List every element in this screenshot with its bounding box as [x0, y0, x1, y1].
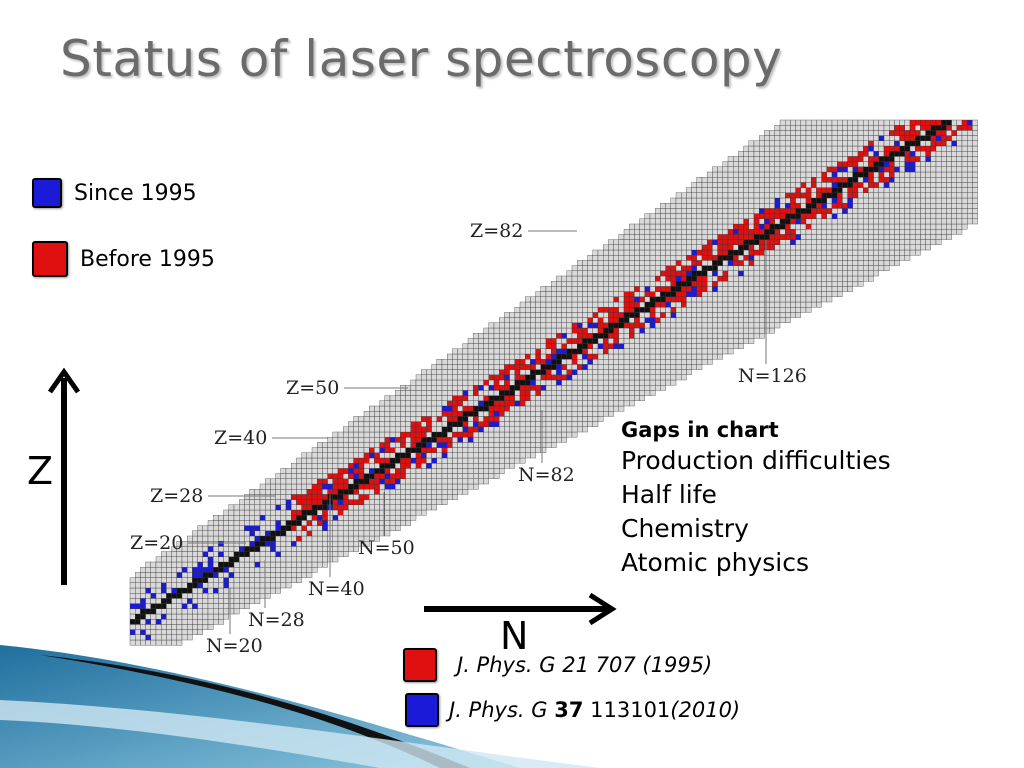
reference-2010: J. Phys. G 37 113101(2010)	[405, 693, 740, 727]
z-axis-label: Z	[27, 449, 54, 493]
legend-label: Before 1995	[80, 246, 215, 272]
legend-before-1995: Before 1995	[32, 241, 215, 277]
reference-1995: J. Phys. G 21 707 (1995)	[403, 648, 712, 682]
red-swatch	[32, 241, 68, 277]
legend-label: Since 1995	[74, 180, 197, 206]
gaps-list: Gaps in chart Production difficulties Ha…	[621, 418, 891, 580]
slide-title: Status of laser spectroscopy	[60, 30, 783, 88]
z-axis-arrow	[47, 367, 81, 585]
ref-year: (2010)	[670, 698, 741, 722]
gap-item: Chemistry	[621, 514, 749, 543]
gap-item: Half life	[621, 480, 717, 509]
red-swatch	[403, 648, 437, 682]
gaps-heading: Gaps in chart	[621, 418, 779, 442]
blue-swatch	[32, 178, 62, 208]
ref-journal: J. Phys. G	[457, 653, 556, 677]
ref-year: (1995)	[642, 653, 713, 677]
ref-pages: 113101	[590, 698, 671, 722]
gap-item: Production difficulties	[621, 446, 891, 475]
ref-journal: J. Phys. G	[449, 698, 548, 722]
ref-volume: 21	[562, 653, 589, 677]
legend-since-1995: Since 1995	[32, 178, 197, 208]
blue-swatch	[405, 693, 439, 727]
ref-pages: 707	[595, 653, 636, 677]
ref-volume: 37	[554, 698, 584, 722]
gap-item: Atomic physics	[621, 548, 810, 577]
